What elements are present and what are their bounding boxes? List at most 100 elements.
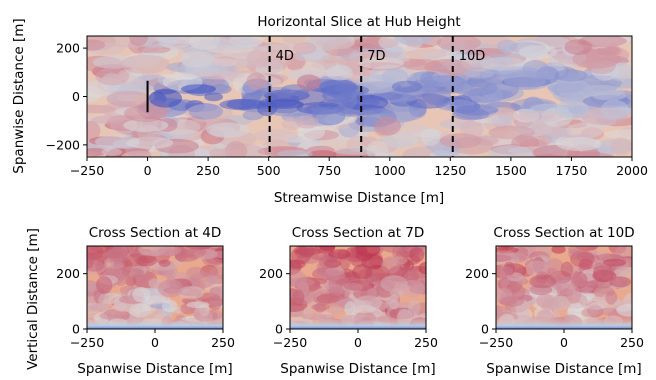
ground-layer-band (496, 317, 632, 329)
field-patch (560, 261, 574, 277)
field-patch (592, 91, 626, 101)
cs-ylabel: Vertical Distance [m] (25, 228, 41, 370)
field-patch (516, 275, 527, 285)
field-patch (564, 39, 593, 55)
main-title: Horizontal Slice at Hub Height (257, 14, 460, 30)
cs4d-plot-area (87, 246, 223, 329)
field-patch (436, 36, 481, 52)
field-patch (209, 148, 231, 157)
main-plot-area (87, 36, 632, 157)
x-tick-label: −250 (273, 335, 307, 350)
field-patch (148, 89, 183, 108)
field-patch (185, 246, 213, 250)
field-patch (186, 301, 210, 309)
field-patch (602, 258, 627, 267)
field-patch (452, 79, 498, 97)
x-tick-label: 2000 (616, 163, 648, 178)
x-tick-label: 500 (257, 163, 281, 178)
field-patch (290, 278, 315, 287)
field-patch (408, 299, 421, 316)
cs7d-title: Cross Section at 7D (292, 225, 425, 241)
field-patch (297, 124, 325, 140)
field-patch (568, 246, 582, 255)
field-patch (529, 275, 557, 289)
cs4d-field-patches (87, 246, 223, 329)
field-patch (609, 276, 631, 288)
x-tick-label: 250 (211, 335, 235, 350)
cs4d-xlabel: Spanwise Distance [m] (77, 361, 232, 377)
field-patch (129, 36, 148, 47)
field-patch (132, 287, 151, 303)
field-patch (112, 302, 136, 312)
field-patch (380, 131, 420, 148)
field-patch (158, 259, 171, 267)
field-patch (578, 258, 594, 270)
x-tick-label: 1250 (434, 163, 466, 178)
field-patch (431, 147, 460, 157)
field-patch (592, 269, 617, 282)
field-patch (522, 60, 549, 79)
field-patch (298, 246, 315, 258)
field-patch (195, 71, 246, 80)
field-patch (391, 80, 423, 93)
field-patch (314, 302, 326, 313)
field-patch (352, 264, 373, 280)
cs10d-title: Cross Section at 10D (493, 225, 634, 241)
cs7d-xlabel: Spanwise Distance [m] (280, 361, 435, 377)
field-patch (488, 145, 533, 157)
x-tick-label: 1750 (556, 163, 588, 178)
field-patch (518, 45, 558, 60)
field-patch (605, 290, 618, 305)
field-patch (281, 36, 307, 45)
field-patch (162, 299, 178, 313)
x-tick-label: 250 (620, 335, 644, 350)
field-patch (123, 118, 169, 132)
field-patch (303, 307, 314, 318)
field-patch (439, 133, 482, 149)
field-patch (325, 65, 353, 81)
field-patch (366, 140, 389, 157)
field-patch (492, 114, 514, 127)
field-patch (136, 255, 157, 267)
field-patch (420, 75, 466, 87)
field-patch (480, 57, 527, 71)
field-patch (207, 294, 223, 311)
y-tick-label: 200 (465, 266, 489, 281)
cs7d-field-patches (290, 246, 426, 329)
field-patch (210, 250, 223, 258)
x-tick-label: 0 (560, 335, 568, 350)
field-patch (600, 99, 629, 120)
field-patch (496, 250, 518, 261)
field-patch (158, 246, 182, 256)
field-patch (87, 39, 106, 51)
y-tick-label: 0 (72, 322, 80, 337)
field-patch (463, 69, 494, 79)
field-patch (597, 307, 621, 316)
y-tick-label: 200 (56, 41, 80, 56)
field-patch (394, 36, 434, 46)
field-patch (488, 125, 535, 140)
x-tick-label: 250 (414, 335, 438, 350)
field-patch (168, 129, 200, 138)
x-tick-label: 0 (144, 163, 152, 178)
field-patch (101, 147, 122, 157)
field-patch (206, 122, 250, 138)
field-patch (211, 36, 256, 49)
main-xlabel: Streamwise Distance [m] (274, 190, 444, 206)
field-patch (292, 289, 305, 306)
field-patch (319, 246, 336, 252)
field-patch (126, 136, 174, 149)
field-patch (500, 296, 525, 307)
field-patch (122, 268, 144, 278)
field-patch (87, 246, 104, 260)
field-patch (322, 87, 353, 104)
field-patch (496, 265, 514, 276)
field-patch (96, 276, 113, 294)
field-patch (188, 103, 224, 120)
field-patch (479, 94, 501, 111)
field-patch (358, 57, 404, 70)
field-patch (179, 51, 215, 68)
field-patch (87, 148, 107, 157)
